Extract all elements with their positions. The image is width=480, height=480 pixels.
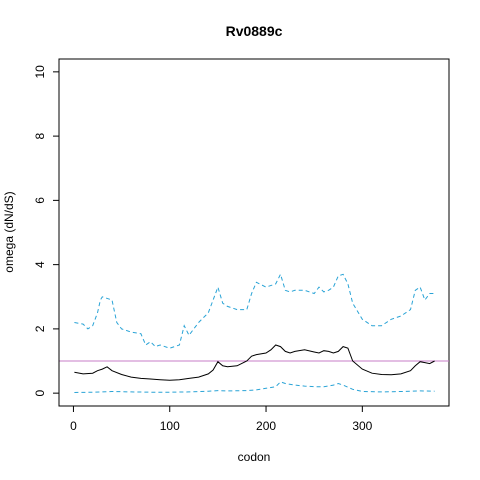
x-axis: 0 100 200 300 <box>70 405 373 433</box>
y-tick-label: 10 <box>33 65 47 79</box>
plot-frame <box>58 58 450 407</box>
y-tick-label: 0 <box>33 389 47 396</box>
series-line-lower <box>74 381 435 393</box>
y-axis-label: omega (dN/dS) <box>2 191 16 272</box>
x-tick-label: 0 <box>70 419 77 433</box>
x-tick-label: 300 <box>352 419 372 433</box>
series-line-mean <box>74 344 435 381</box>
x-tick-label: 100 <box>160 419 180 433</box>
y-tick-label: 4 <box>33 261 47 268</box>
y-tick-label: 6 <box>33 197 47 204</box>
x-axis-label: codon <box>238 450 271 464</box>
x-tick-label: 200 <box>256 419 276 433</box>
chart-title: Rv0889c <box>226 23 283 39</box>
y-axis: 0 2 4 6 8 10 <box>33 65 60 396</box>
series-line-upper <box>74 272 435 349</box>
y-tick-label: 8 <box>33 132 47 139</box>
plot-area <box>59 272 449 393</box>
y-tick-label: 2 <box>33 325 47 332</box>
